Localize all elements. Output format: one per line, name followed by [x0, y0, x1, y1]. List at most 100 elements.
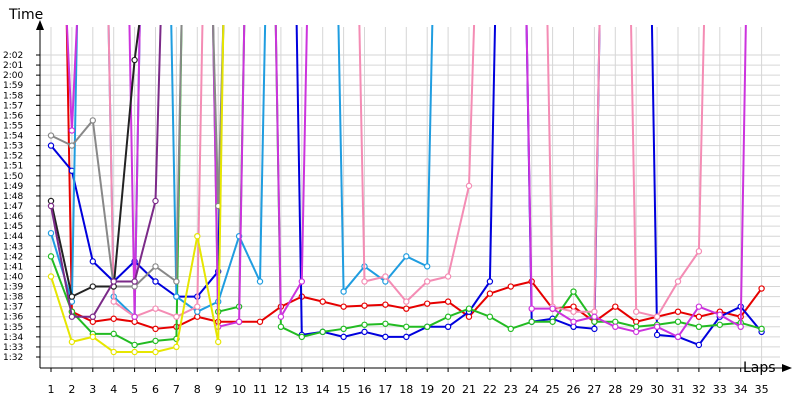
data-point [549, 318, 556, 325]
data-point [340, 325, 347, 333]
data-point [674, 278, 682, 285]
series-line-segment [530, 280, 554, 310]
data-point [653, 323, 661, 330]
data-point [549, 305, 556, 312]
x-tick-label: 12 [274, 383, 288, 396]
series-line-segment [175, 295, 199, 313]
data-point [424, 300, 431, 307]
series-line-segment [718, 313, 742, 328]
series-spike [593, 25, 601, 312]
y-tick-label: 1:47 [3, 202, 23, 212]
series-line-segment [635, 323, 659, 328]
data-point [68, 127, 76, 134]
data-point [110, 348, 117, 356]
series-spike [238, 25, 246, 322]
series-line-segment [739, 287, 763, 318]
data-point [737, 323, 744, 330]
data-point [110, 278, 117, 285]
data-point [570, 323, 577, 330]
data-point [403, 298, 410, 305]
x-tick-label: 8 [194, 383, 201, 396]
series-spike [212, 25, 220, 207]
series-spike [274, 25, 282, 317]
series-line-segment [50, 232, 73, 303]
data-point [361, 302, 368, 309]
x-tick-label: 33 [713, 383, 727, 396]
series-line-segment [635, 325, 659, 333]
series-line-segment [551, 307, 575, 323]
data-point [131, 313, 138, 320]
series-line-segment [70, 285, 94, 298]
data-point [507, 325, 514, 333]
data-point [110, 298, 117, 305]
y-tick-label: 1:38 [3, 293, 23, 303]
y-tick-label: 2:00 [3, 71, 23, 81]
axes [36, 20, 792, 372]
series-line-segment [468, 280, 491, 313]
x-tick-label: 35 [755, 383, 769, 396]
series-line-segment [279, 295, 303, 308]
series-line-segment [300, 330, 324, 338]
series-5 [107, 25, 706, 320]
data-point [68, 338, 76, 346]
data-point [173, 293, 180, 300]
series-spike [196, 25, 204, 307]
series-line-segment [656, 333, 679, 338]
data-point [507, 283, 514, 290]
series-spike [107, 25, 115, 302]
data-point [465, 182, 473, 190]
series-spike [154, 25, 162, 201]
series-line-segment [551, 290, 575, 323]
data-point [361, 328, 368, 336]
data-point [89, 333, 97, 341]
data-point [758, 285, 765, 292]
data-point [633, 318, 640, 325]
series-line-segment [426, 315, 450, 328]
series-line-segment [321, 327, 345, 333]
x-tick-label: 9 [215, 383, 222, 396]
data-point [319, 298, 326, 305]
data-point [570, 308, 577, 315]
series-line-segment [70, 169, 94, 263]
series-line-segment [342, 304, 366, 308]
x-axis-title: Laps [743, 360, 776, 376]
series-line-segment [384, 255, 408, 283]
series-line-segment [154, 325, 178, 330]
data-point [695, 303, 703, 310]
y-tick-label: 1:45 [3, 222, 23, 232]
data-point [152, 278, 159, 285]
data-point [152, 197, 159, 205]
data-point [674, 333, 682, 341]
data-point [68, 293, 76, 300]
x-tick-label: 20 [441, 383, 455, 396]
data-point [47, 253, 55, 260]
data-point [110, 315, 117, 322]
series-line-segment [70, 335, 94, 343]
x-tick-label: 10 [232, 383, 246, 396]
data-point [674, 308, 682, 315]
x-tick-label: 7 [173, 383, 180, 396]
data-point [674, 318, 682, 325]
series-spike [128, 25, 136, 317]
series-line-segment [614, 305, 638, 323]
series-group [47, 25, 765, 356]
series-line-segment [91, 335, 115, 353]
data-point [152, 337, 159, 345]
y-tick-label: 1:43 [3, 242, 23, 252]
data-point [528, 305, 535, 312]
series-line-segment [91, 260, 115, 283]
series-line-segment [50, 144, 73, 172]
data-point [277, 313, 285, 320]
y-tick-label: 1:34 [3, 333, 23, 343]
data-point [633, 328, 640, 336]
series-line-segment [321, 300, 345, 308]
series-line-segment [384, 322, 408, 328]
series-spike [650, 25, 659, 335]
data-point [173, 343, 180, 351]
data-point [152, 263, 159, 270]
series-line-segment [635, 310, 659, 318]
series-line-segment [697, 315, 721, 346]
series-10 [47, 25, 225, 356]
series-spike [133, 25, 141, 317]
series-line-segment [321, 330, 345, 338]
